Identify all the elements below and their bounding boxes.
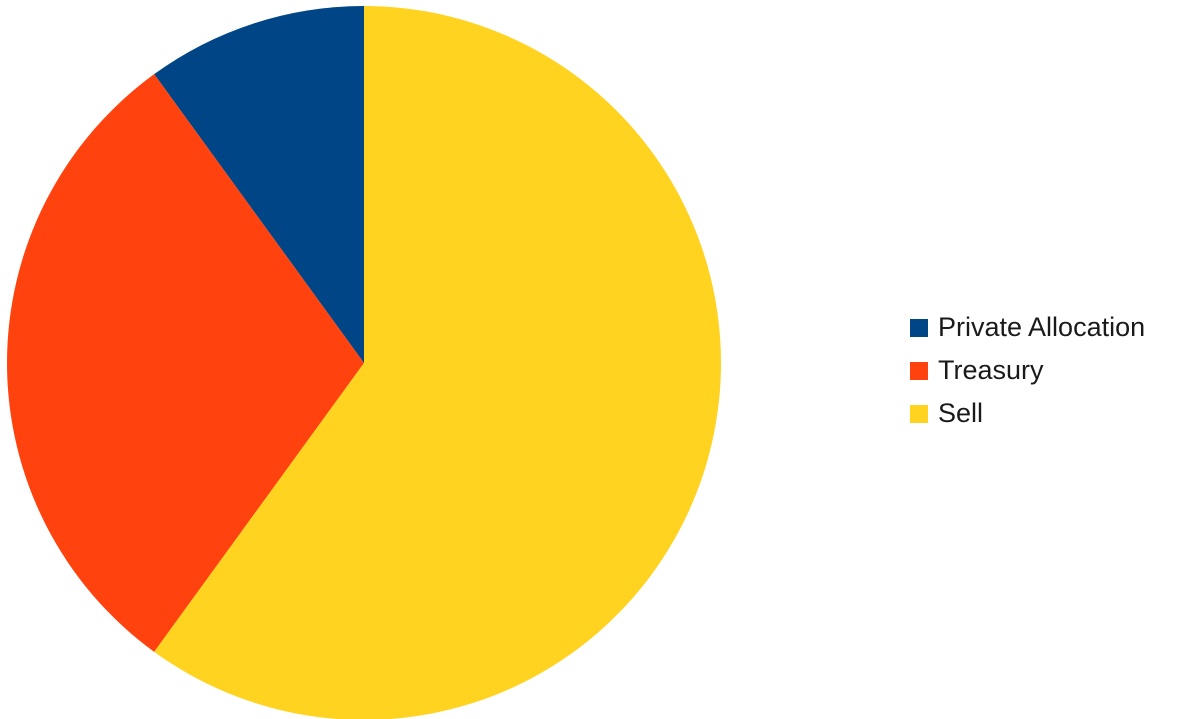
legend-swatch-sell: [910, 404, 928, 423]
legend-label-treasury: Treasury: [938, 355, 1044, 385]
legend-item-treasury: Treasury: [910, 349, 1145, 392]
pie-slice-private-allocation: [154, 6, 364, 363]
legend-label-private-allocation: Private Allocation: [938, 312, 1146, 342]
legend-item-private-allocation: Private Allocation: [910, 306, 1145, 349]
legend-label-sell: Sell: [938, 398, 984, 428]
legend-swatch-private-allocation: [910, 318, 928, 337]
pie-slice-sell: [154, 6, 721, 719]
pie-plot: [6, 6, 721, 719]
legend: Private Allocation Treasury Sell: [910, 306, 1145, 435]
pie-slice-treasury: [6, 74, 364, 652]
legend-item-sell: Sell: [910, 392, 1145, 435]
legend-swatch-treasury: [910, 361, 928, 380]
